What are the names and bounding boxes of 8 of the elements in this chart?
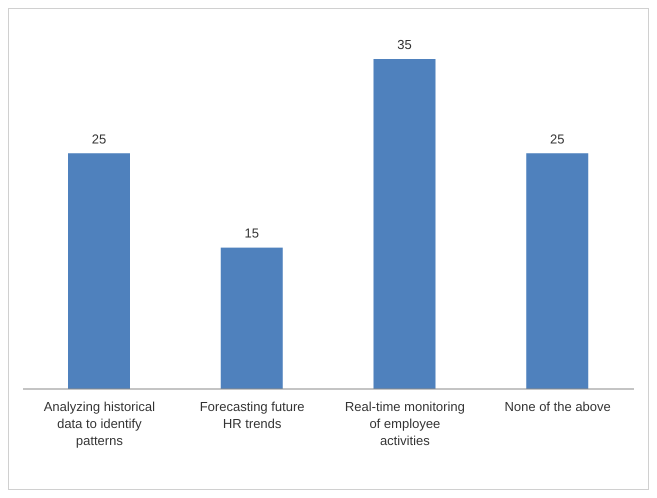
- data-label: 25: [550, 131, 564, 146]
- data-label: 25: [92, 131, 106, 146]
- x-tick-label: Analyzing historical data to identify patterns: [44, 399, 156, 448]
- data-label: 35: [397, 37, 412, 52]
- x-tick-label: None of the above: [504, 399, 611, 414]
- x-tick-label: Forecasting future HR trends: [200, 399, 305, 431]
- x-tick-label: Real-time monitoring of employee activities: [344, 399, 465, 448]
- data-label: 15: [244, 226, 259, 241]
